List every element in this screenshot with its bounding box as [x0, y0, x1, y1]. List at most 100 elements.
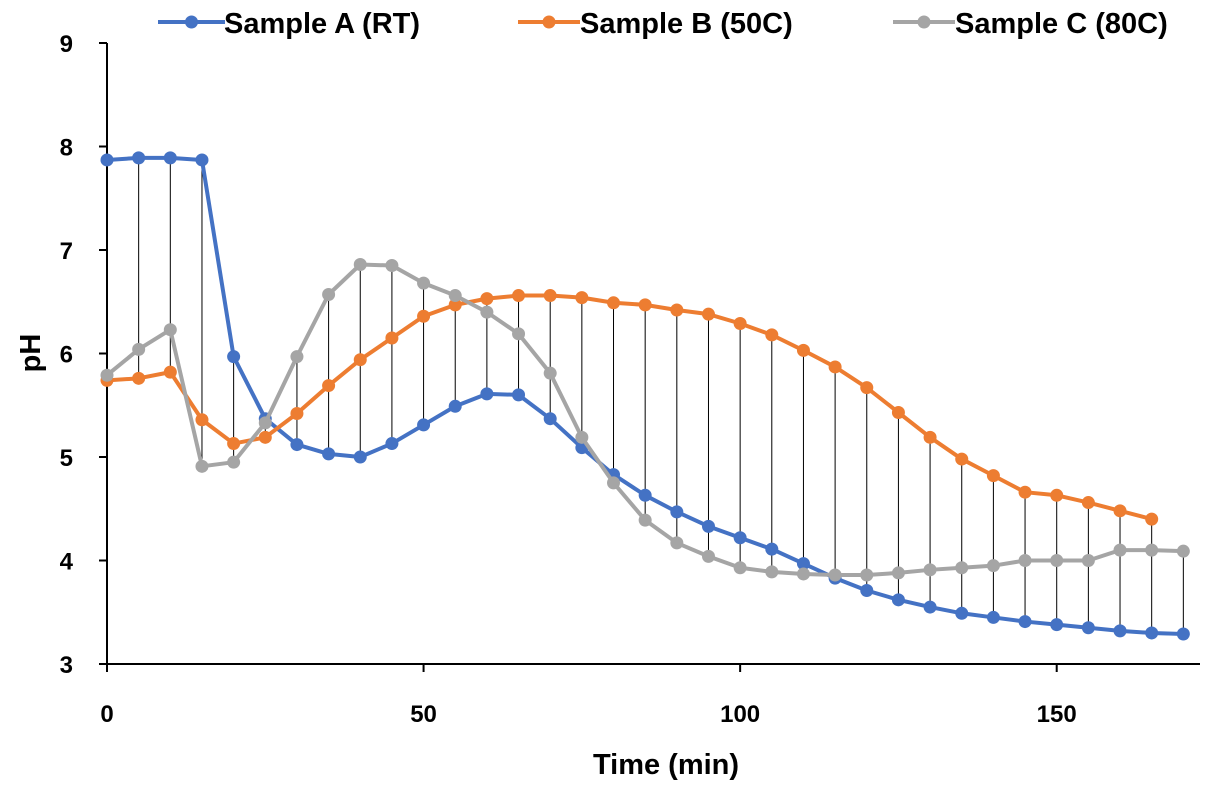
y-tick-label: 3: [60, 652, 73, 679]
data-point: [575, 430, 589, 444]
data-point: [638, 513, 652, 527]
data-point: [733, 531, 747, 545]
data-point: [1176, 627, 1190, 641]
data-point: [195, 153, 209, 167]
data-point: [543, 289, 557, 303]
series-3: [100, 257, 1190, 582]
data-point: [986, 469, 1000, 483]
data-point: [670, 303, 684, 317]
data-point: [290, 438, 304, 452]
data-point: [1018, 615, 1032, 629]
legend-item-2[interactable]: Sample B (50C): [518, 8, 793, 40]
data-point: [796, 343, 810, 357]
x-tick-label: 50: [410, 701, 437, 728]
y-tick-label: 6: [60, 342, 73, 369]
data-point: [290, 407, 304, 421]
data-point: [543, 366, 557, 380]
data-point: [1145, 626, 1159, 640]
data-point: [607, 296, 621, 310]
series-1: [100, 151, 1190, 641]
data-point: [891, 566, 905, 580]
data-point: [132, 371, 146, 385]
data-point: [1145, 512, 1159, 526]
y-tick-label: 4: [60, 549, 74, 576]
data-point: [955, 606, 969, 620]
data-point: [1081, 496, 1095, 510]
data-point: [448, 289, 462, 303]
x-tick-label: 100: [720, 701, 760, 728]
data-point: [1145, 543, 1159, 557]
data-point: [765, 542, 779, 556]
data-point: [670, 505, 684, 519]
legend-item-3[interactable]: Sample C (80C): [893, 8, 1168, 40]
data-point: [955, 452, 969, 466]
data-point: [132, 151, 146, 165]
drop-lines: [106, 157, 1184, 634]
data-point: [1113, 504, 1127, 518]
data-point: [195, 413, 209, 427]
data-point: [986, 610, 1000, 624]
data-point: [923, 600, 937, 614]
series-layer: [100, 151, 1190, 641]
data-point: [860, 584, 874, 598]
data-point: [322, 288, 336, 302]
data-point: [322, 379, 336, 393]
data-point: [733, 316, 747, 330]
data-point: [828, 568, 842, 582]
data-point: [765, 565, 779, 579]
data-point: [100, 368, 114, 382]
data-point: [448, 399, 462, 413]
data-point: [670, 536, 684, 550]
data-point: [860, 381, 874, 395]
data-point: [1113, 624, 1127, 638]
legend[interactable]: Sample A (RT) Sample B (50C) Sample C (80C…: [158, 8, 1168, 40]
legend-marker: [185, 15, 198, 29]
y-tick-label: 8: [60, 135, 73, 162]
data-point: [512, 289, 526, 303]
data-point: [796, 557, 810, 571]
series-2: [100, 289, 1159, 526]
data-point: [385, 331, 399, 345]
data-point: [1081, 621, 1095, 635]
data-point: [955, 561, 969, 575]
legend-label: Sample C (80C): [955, 8, 1168, 40]
legend-marker: [542, 15, 556, 29]
legend-label: Sample A (RT): [224, 8, 420, 40]
legend-item-1[interactable]: Sample A (RT): [158, 8, 420, 40]
data-point: [1081, 554, 1095, 567]
y-axis-title: pH: [15, 334, 47, 373]
x-tick-label: 150: [1037, 701, 1077, 728]
data-point: [448, 298, 462, 312]
data-point: [227, 437, 241, 451]
data-point: [543, 412, 557, 426]
data-point: [891, 593, 905, 607]
data-point: [258, 430, 272, 444]
data-point: [163, 151, 177, 165]
data-point: [353, 257, 367, 271]
data-point: [638, 488, 652, 502]
series-line: [105, 293, 1154, 522]
y-axis-ticks: 3 4 5 6 7 8 9: [60, 31, 107, 679]
data-point: [607, 476, 621, 490]
data-point: [891, 405, 905, 419]
data-point: [417, 309, 431, 323]
legend-label: Sample B (50C): [580, 8, 793, 40]
data-point: [1113, 543, 1127, 557]
data-point: [163, 323, 177, 337]
data-point: [638, 298, 652, 312]
data-point: [1050, 618, 1064, 632]
data-point: [480, 292, 494, 306]
x-axis-ticks: 0 50 100 150: [100, 664, 1077, 728]
data-point: [132, 342, 146, 356]
data-point: [195, 459, 209, 473]
x-tick-label: 0: [100, 701, 113, 728]
data-point: [290, 350, 304, 364]
data-point: [385, 259, 399, 273]
data-point: [923, 563, 937, 577]
data-point: [1050, 488, 1064, 502]
legend-marker: [917, 15, 931, 29]
data-point: [100, 153, 114, 167]
y-tick-label: 5: [60, 445, 73, 472]
data-point: [353, 353, 367, 367]
data-point: [701, 549, 715, 563]
